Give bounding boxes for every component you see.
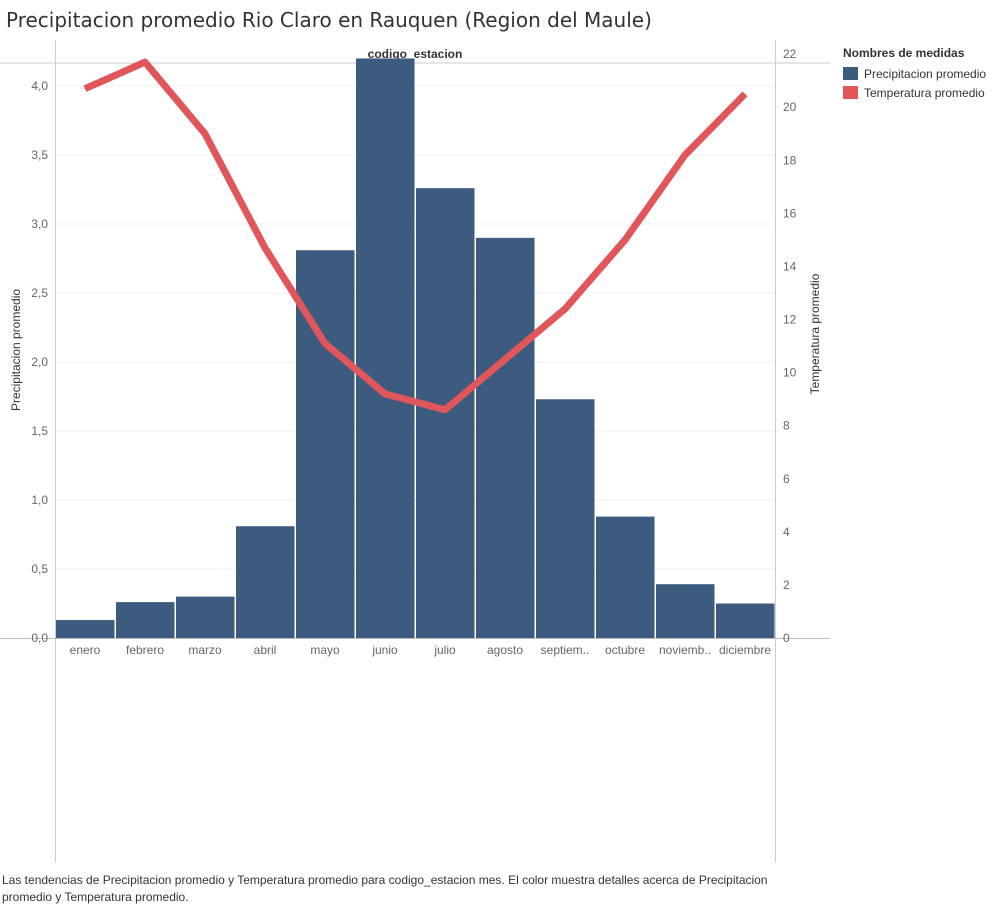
- temperature-line: [83, 58, 748, 414]
- y-left-tick-label: 1,5: [31, 424, 48, 438]
- y-axis-right-label: Temperatura promedio: [808, 273, 822, 394]
- bar-febrero[interactable]: [116, 602, 175, 638]
- bar-agosto[interactable]: [476, 237, 535, 638]
- y-right-tick-label: 12: [783, 313, 797, 327]
- y-right-tick-label: 8: [783, 419, 790, 433]
- bar-octubre[interactable]: [596, 516, 655, 638]
- legend-title: Nombres de medidas: [843, 46, 965, 60]
- x-tick-label: abril: [254, 643, 277, 657]
- y-right-tick-label: 4: [783, 525, 790, 539]
- bar-junio[interactable]: [356, 58, 415, 639]
- y-right-tick-label: 22: [783, 47, 797, 61]
- legend: Nombres de medidas Precipitacion promedi…: [843, 46, 986, 102]
- temperature-point[interactable]: [264, 247, 266, 249]
- temperature-point[interactable]: [384, 393, 386, 395]
- bar-diciembre[interactable]: [716, 603, 775, 638]
- legend-item-precipitation[interactable]: Precipitacion promedio: [843, 64, 986, 83]
- temperature-point[interactable]: [624, 239, 626, 241]
- gridlines: [55, 85, 775, 570]
- y-right-tick-label: 14: [783, 259, 797, 273]
- x-tick-label: febrero: [126, 643, 164, 657]
- legend-label-temperature: Temperatura promedio: [864, 85, 985, 100]
- header-label: codigo_estacion: [368, 47, 463, 61]
- legend-label-precipitation: Precipitacion promedio: [864, 66, 987, 81]
- bar-abril[interactable]: [236, 526, 295, 638]
- x-axis-ticks: enero febrero marzo abril mayo junio julio agos…: [70, 643, 772, 657]
- chart-caption: Las tendencias de Precipitacion promedio…: [2, 873, 768, 904]
- y-right-tick-label: 2: [783, 578, 790, 592]
- temperature-point[interactable]: [84, 88, 86, 90]
- bar-septiem[interactable]: [536, 399, 595, 638]
- y-left-tick-label: 3,5: [31, 148, 48, 162]
- temperature-point[interactable]: [684, 154, 686, 156]
- y-left-tick-label: 2,5: [31, 286, 48, 300]
- temperature-point[interactable]: [564, 308, 566, 310]
- temperature-point[interactable]: [144, 61, 146, 63]
- legend-swatch-precipitation: [843, 67, 858, 80]
- temperature-point[interactable]: [204, 133, 206, 135]
- y-right-tick-label: 20: [783, 100, 797, 114]
- y-axis-left-ticks: 0,0 0,5 1,0 1,5 2,0 2,5 3,0 3,5 4,0: [31, 79, 48, 645]
- y-left-tick-label: 4,0: [31, 79, 48, 93]
- temperature-point[interactable]: [444, 409, 446, 411]
- y-left-tick-label: 3,0: [31, 217, 48, 231]
- y-right-tick-label: 18: [783, 153, 797, 167]
- y-axis-right-ticks: 0 2 4 6 8 10 12 14 16 18 20 22: [783, 47, 797, 645]
- legend-item-temperature[interactable]: Temperatura promedio: [843, 83, 986, 102]
- temperature-point[interactable]: [504, 358, 506, 360]
- bar-enero[interactable]: [56, 620, 115, 638]
- temperature-point[interactable]: [744, 93, 746, 95]
- y-left-tick-label: 1,0: [31, 493, 48, 507]
- legend-swatch-temperature: [843, 86, 858, 99]
- y-right-tick-label: 10: [783, 366, 797, 380]
- y-right-tick-label: 0: [783, 631, 790, 645]
- y-left-tick-label: 0,5: [31, 562, 48, 576]
- x-tick-label: diciembre: [719, 643, 771, 657]
- x-tick-label: agosto: [487, 643, 523, 657]
- x-tick-label: septiem..: [541, 643, 590, 657]
- bar-noviemb[interactable]: [656, 584, 715, 638]
- y-left-tick-label: 2,0: [31, 355, 48, 369]
- chart-title: Precipitacion promedio Rio Claro en Rauq…: [6, 8, 652, 32]
- precipitation-bars: [56, 58, 775, 639]
- temperature-point[interactable]: [324, 342, 326, 344]
- x-tick-label: mayo: [310, 643, 340, 657]
- chart-frame: [0, 40, 830, 862]
- x-tick-label: marzo: [188, 643, 222, 657]
- temperature-series-line[interactable]: [83, 58, 748, 414]
- x-tick-label: julio: [433, 643, 456, 657]
- bar-marzo[interactable]: [176, 596, 235, 638]
- y-left-tick-label: 0,0: [31, 631, 48, 645]
- x-tick-label: octubre: [605, 643, 645, 657]
- y-axis-left-label: Precipitacion promedio: [9, 289, 23, 411]
- y-right-tick-label: 6: [783, 472, 790, 486]
- x-tick-label: junio: [371, 643, 398, 657]
- x-tick-label: noviemb..: [659, 643, 711, 657]
- y-right-tick-label: 16: [783, 206, 797, 220]
- x-tick-label: enero: [70, 643, 101, 657]
